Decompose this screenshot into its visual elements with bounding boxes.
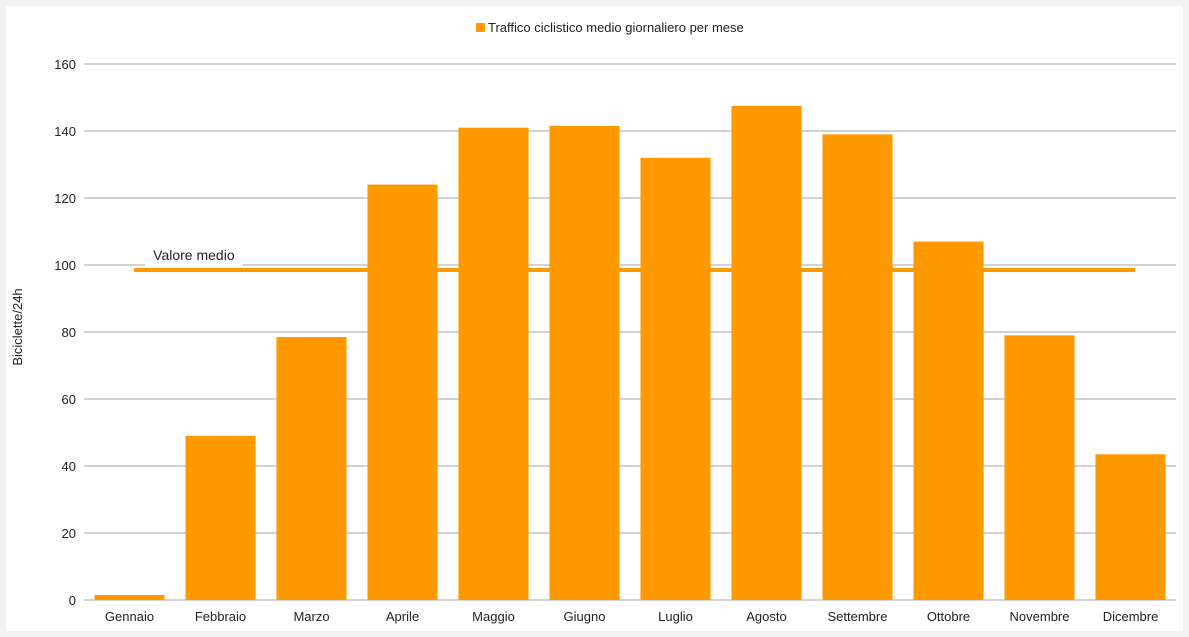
bar: [913, 241, 984, 601]
x-tick-label: Febbraio: [195, 609, 246, 624]
bar: [276, 337, 347, 600]
reference-label-background: [145, 244, 243, 267]
x-tick-label: Maggio: [472, 609, 515, 624]
x-tick-label: Agosto: [746, 609, 786, 624]
bar: [1095, 454, 1166, 600]
legend-label: Traffico ciclistico medio giornaliero pe…: [488, 20, 744, 35]
bar: [640, 157, 711, 601]
bar-chart: Valore medio 0 20 40 60 80 100 120 140 160 Genna…: [10, 20, 1176, 624]
x-tick-label: Settembre: [828, 609, 888, 624]
legend-swatch: [476, 23, 485, 32]
x-tick-label: Giugno: [564, 609, 606, 624]
x-tick-label: Luglio: [658, 609, 693, 624]
y-tick-label: 60: [62, 392, 76, 407]
bar: [367, 184, 438, 600]
y-tick-labels: 0 20 40 60 80 100 120 140 160: [54, 57, 76, 608]
x-tick-label: Aprile: [386, 609, 419, 624]
bar: [94, 594, 165, 600]
y-tick-label: 140: [54, 124, 76, 139]
grid-lines: [84, 63, 1176, 601]
x-tick-label: Novembre: [1010, 609, 1070, 624]
y-tick-label: 40: [62, 459, 76, 474]
bar: [1004, 335, 1075, 600]
y-tick-label: 160: [54, 57, 76, 72]
y-tick-label: 20: [62, 526, 76, 541]
y-tick-label: 120: [54, 191, 76, 206]
x-tick-labels: Gennaio Febbraio Marzo Aprile Maggio Giugno Lu…: [105, 609, 1158, 624]
legend: Traffico ciclistico medio giornaliero pe…: [476, 20, 744, 35]
bars: [94, 105, 1166, 601]
x-tick-label: Dicembre: [1103, 609, 1159, 624]
bar: [458, 127, 529, 601]
chart-frame: Valore medio 0 20 40 60 80 100 120 140 160 Genna…: [6, 6, 1183, 631]
reference-line-label: Valore medio: [153, 247, 235, 263]
x-tick-label: Gennaio: [105, 609, 154, 624]
y-tick-label: 80: [62, 325, 76, 340]
bar: [549, 125, 620, 600]
x-tick-label: Marzo: [293, 609, 329, 624]
x-tick-label: Ottobre: [927, 609, 970, 624]
y-tick-label: 100: [54, 258, 76, 273]
bar: [731, 105, 802, 600]
bar: [185, 435, 256, 600]
y-tick-label: 0: [69, 593, 76, 608]
y-axis-title: Biciclette/24h: [10, 288, 25, 365]
bar: [822, 134, 893, 600]
reference-line-group: Valore medio: [134, 244, 1136, 273]
